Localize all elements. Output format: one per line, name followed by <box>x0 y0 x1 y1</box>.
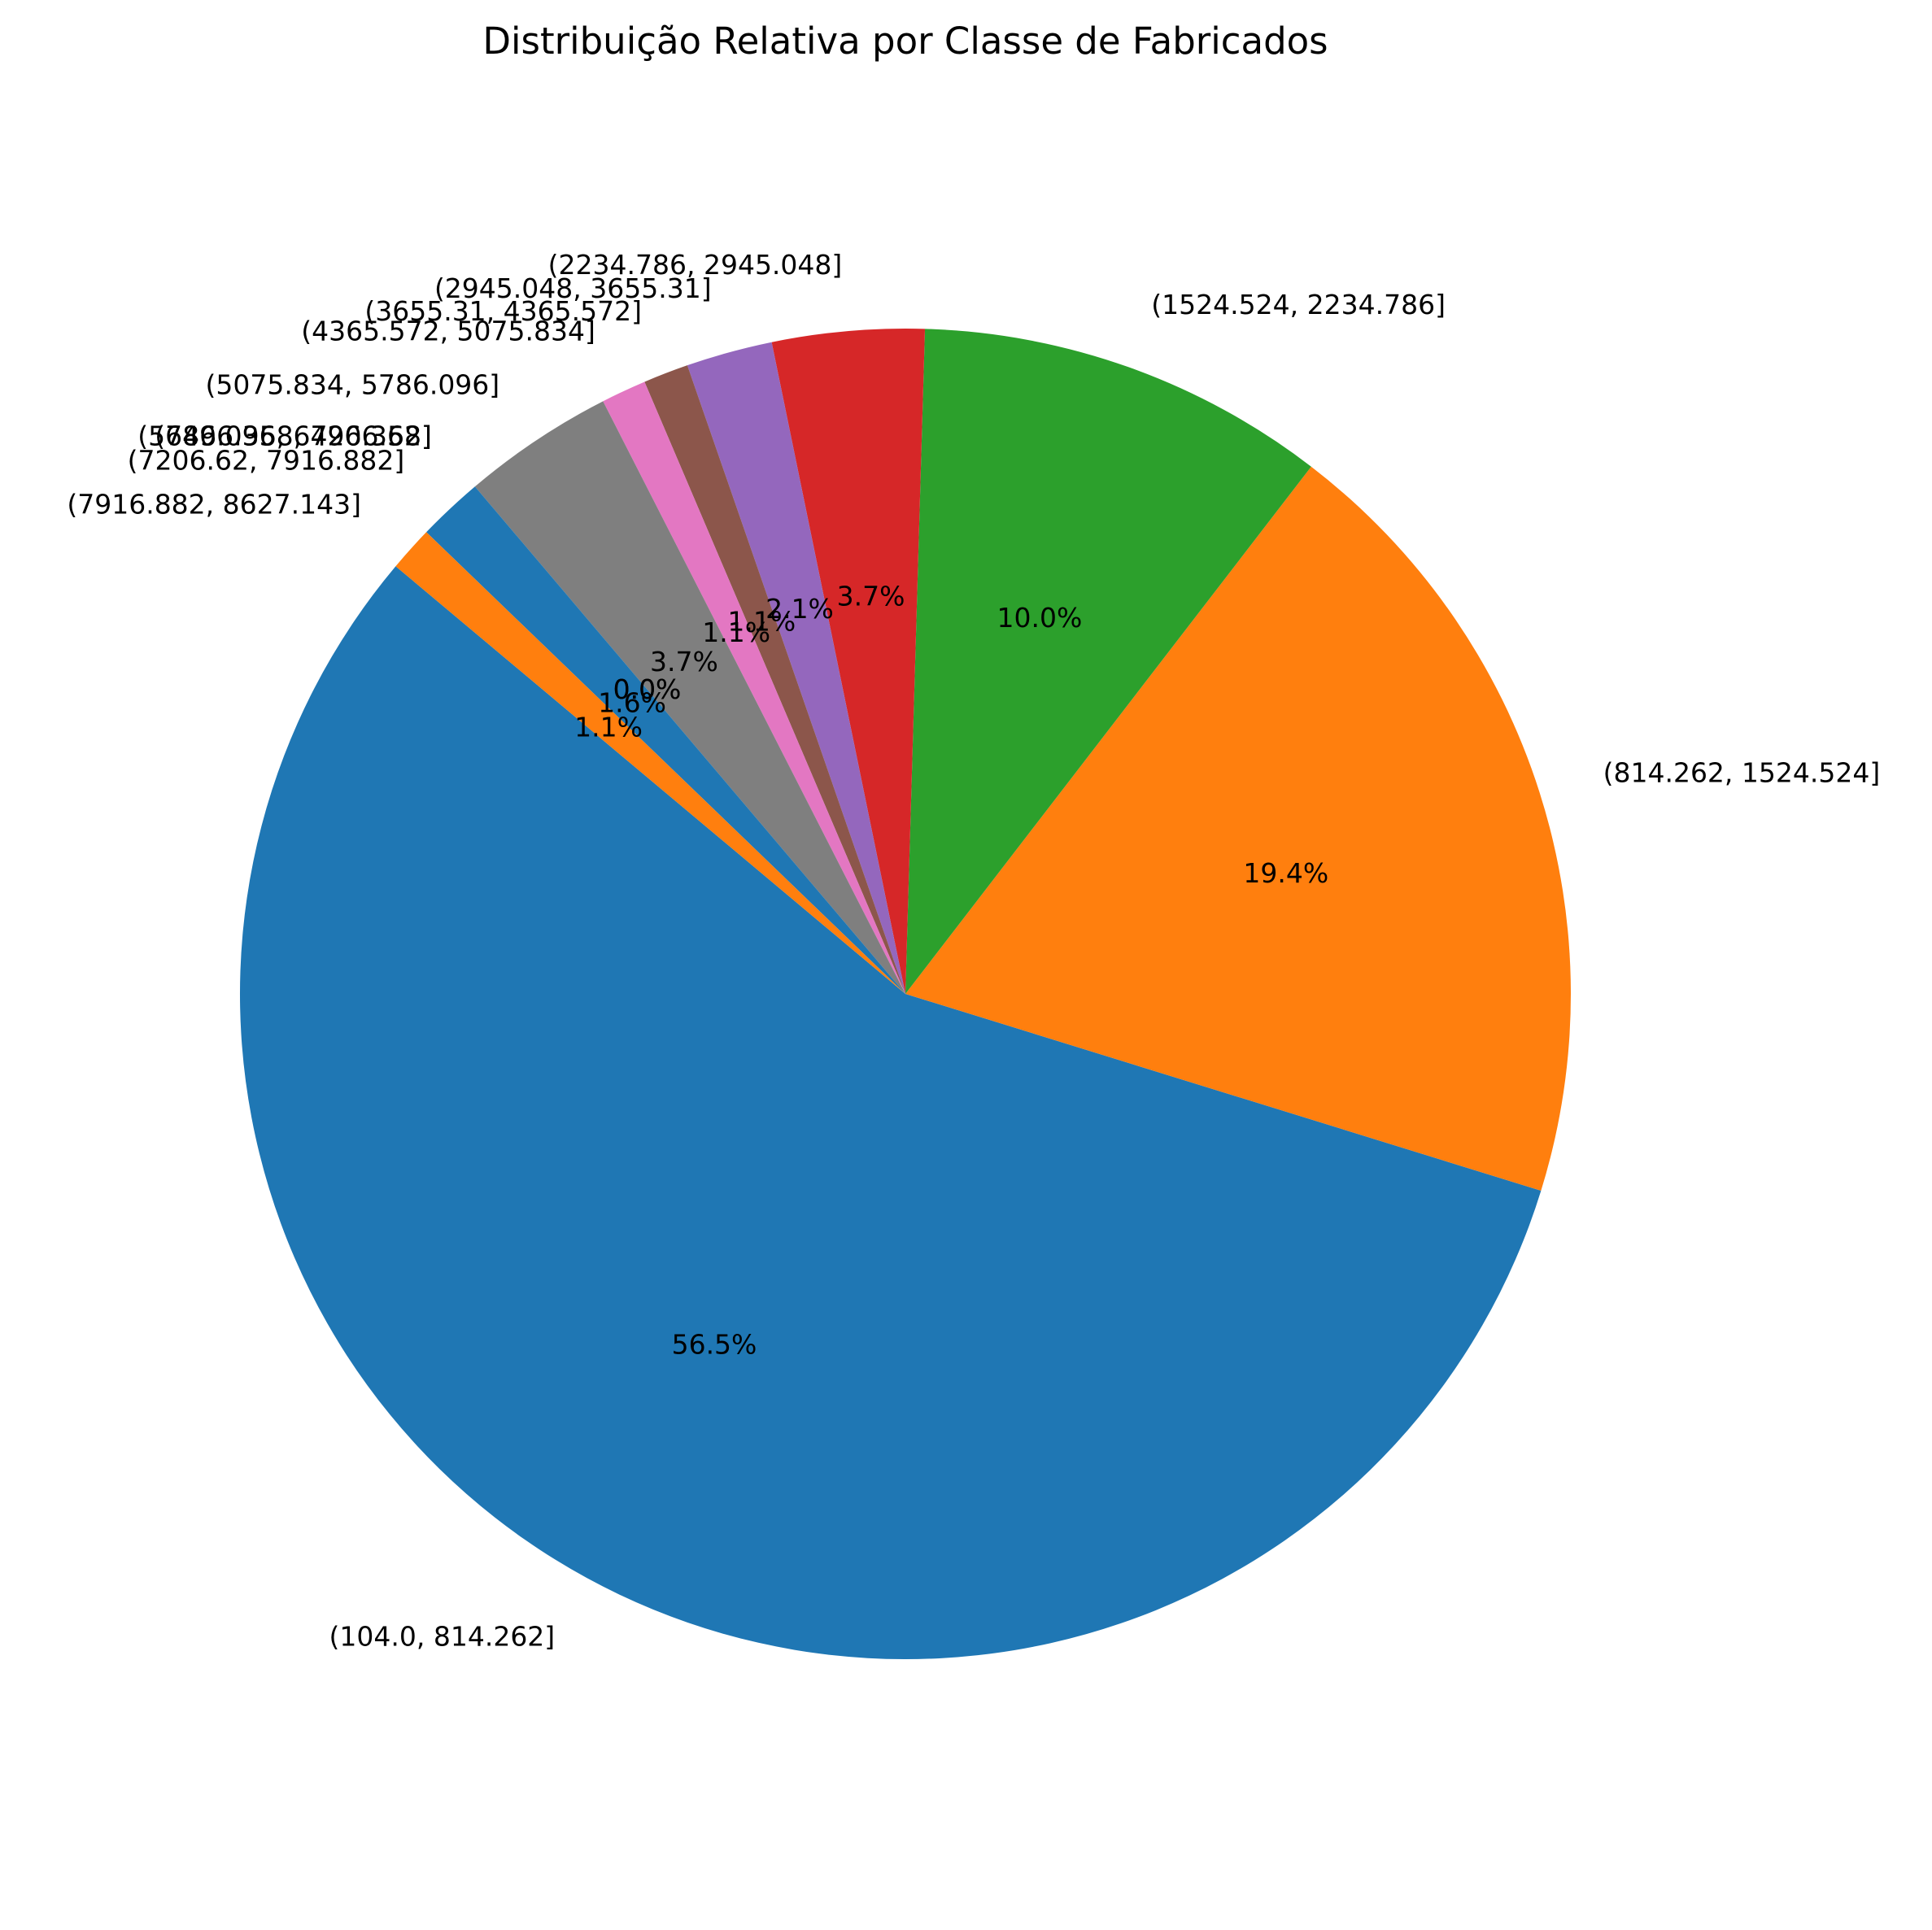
category-label-4: (2234.786, 2945.048] <box>548 249 843 281</box>
chart-title: Distribuição Relativa por Classe de Fabr… <box>482 20 1328 63</box>
category-label-1: (104.0, 814.262] <box>329 1621 556 1653</box>
category-label-12: (7916.882, 8627.143] <box>67 489 361 521</box>
pie-slice-1 <box>239 566 1542 1660</box>
pie-slice-4 <box>771 328 926 995</box>
category-label-3: (1524.524, 2234.786] <box>1151 289 1446 320</box>
pie-slice-12 <box>395 532 905 994</box>
percent-label-6: 1.1% <box>727 606 796 638</box>
category-label-9: (5786.096, 6496.358] <box>137 420 432 451</box>
percent-label-8: 3.7% <box>650 646 718 677</box>
percent-label-2: 19.4% <box>1243 857 1328 889</box>
percent-label-10: 0.0% <box>613 673 682 705</box>
pie-slice-8 <box>474 401 905 995</box>
category-label-7: (4365.572, 5075.834] <box>301 315 595 346</box>
percent-label-4: 3.7% <box>837 581 905 612</box>
category-label-2: (814.262, 1524.524] <box>1603 756 1881 788</box>
pie-slice-5 <box>687 342 905 994</box>
percent-label-7: 1.1% <box>702 616 770 648</box>
percent-label-12: 1.1% <box>574 711 643 743</box>
category-label-11: (7206.62, 7916.882] <box>128 444 405 476</box>
pie-slice-2 <box>905 466 1571 1191</box>
percent-label-11: 1.6% <box>598 687 666 719</box>
category-label-10: (6496.358, 7206.62] <box>155 420 432 451</box>
pie-slice-11 <box>426 486 905 994</box>
percent-label-9: 0.0% <box>613 673 682 705</box>
category-label-8: (5075.834, 5786.096] <box>206 369 500 401</box>
percent-label-1: 56.5% <box>672 1328 757 1360</box>
pie-slice-6 <box>644 365 905 994</box>
category-label-5: (2945.048, 3655.31] <box>434 272 712 304</box>
percent-label-3: 10.0% <box>997 602 1082 634</box>
pie-slice-7 <box>603 381 905 995</box>
category-label-6: (3655.31, 4365.572] <box>364 295 642 327</box>
percent-label-5: 2.1% <box>765 593 834 625</box>
pie-slice-3 <box>905 329 1311 995</box>
